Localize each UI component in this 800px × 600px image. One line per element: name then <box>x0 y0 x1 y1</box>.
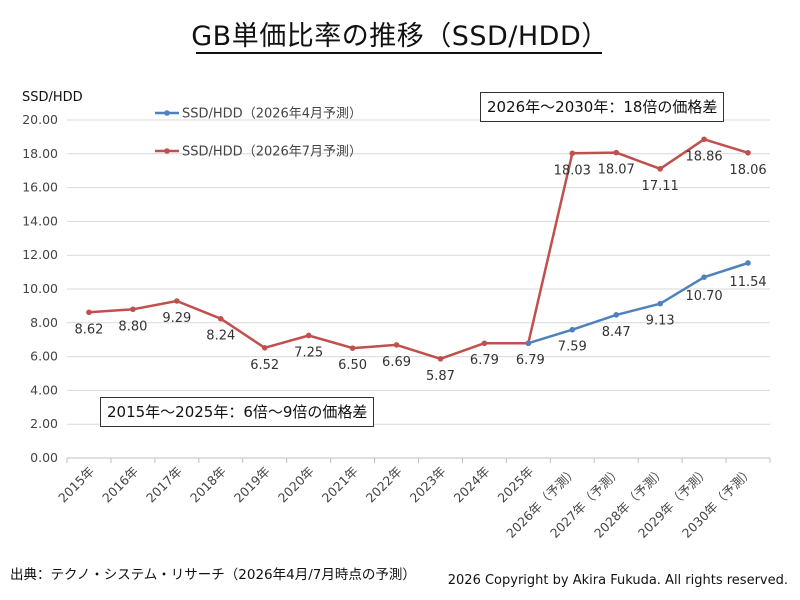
data-point <box>657 300 663 307</box>
data-point <box>437 355 444 362</box>
annotation-2015-2025: 2015年～2025年：6倍～9倍の価格差 <box>100 397 375 427</box>
data-label: 18.86 <box>685 149 722 164</box>
x-tick-label: 2025年 <box>495 464 537 506</box>
data-point <box>701 274 707 280</box>
legend-label: SSD/HDD（2026年4月予測） <box>182 107 362 122</box>
data-label: 18.03 <box>554 163 591 178</box>
annotation-2026-2030: 2026年～2030年：18倍の価格差 <box>480 92 725 122</box>
x-tick-label: 2023年 <box>407 464 449 506</box>
y-tick-label: 12.00 <box>22 247 58 262</box>
data-point <box>745 260 751 266</box>
data-point <box>261 345 268 351</box>
data-label: 9.29 <box>162 311 191 326</box>
data-point <box>393 342 400 348</box>
source-note: 出典：テクノ・システム・リサーチ（2026年4月/7月時点の予測） <box>10 567 416 583</box>
y-axis-label: SSD/HDD <box>22 90 83 105</box>
y-tick-label: 4.00 <box>30 382 58 397</box>
data-label: 10.70 <box>685 289 722 304</box>
data-label: 6.50 <box>338 358 367 373</box>
x-tick-label: 2015年 <box>55 464 97 506</box>
y-tick-label: 2.00 <box>30 416 58 431</box>
y-tick-label: 8.00 <box>30 315 58 330</box>
data-label: 6.52 <box>250 358 279 373</box>
data-label: 18.06 <box>729 163 766 178</box>
data-label: 18.07 <box>598 163 635 178</box>
data-point <box>174 298 180 304</box>
data-label: 9.13 <box>646 314 675 329</box>
legend-swatch-marker <box>164 148 170 154</box>
data-point <box>481 340 488 347</box>
y-tick-label: 14.00 <box>22 213 58 228</box>
y-tick-label: 18.00 <box>22 146 58 161</box>
y-tick-label: 0.00 <box>30 450 58 465</box>
data-point <box>525 340 532 347</box>
data-point <box>130 306 136 313</box>
y-tick-label: 10.00 <box>22 281 58 296</box>
data-point <box>745 149 751 156</box>
x-tick-label: 2020年 <box>275 464 317 506</box>
data-point <box>613 149 620 156</box>
data-point <box>701 136 707 143</box>
y-tick-label: 6.00 <box>30 349 58 364</box>
data-label: 8.62 <box>74 322 103 337</box>
data-label: 6.79 <box>470 353 499 368</box>
x-tick-label: 2017年 <box>143 464 185 506</box>
data-point <box>569 150 576 157</box>
y-tick-label: 20.00 <box>22 112 58 127</box>
data-point <box>613 312 620 318</box>
x-tick-label: 2019年 <box>231 464 273 506</box>
title-underline <box>196 52 602 54</box>
data-point <box>217 315 224 322</box>
data-label: 5.87 <box>426 369 455 384</box>
series-line-july-forecast <box>88 138 749 361</box>
data-label: 7.59 <box>558 340 587 355</box>
chart-title: GB単価比率の推移（SSD/HDD） <box>191 21 609 52</box>
x-tick-label: 2016年 <box>99 464 141 506</box>
x-tick-label: 2022年 <box>363 464 405 506</box>
x-tick-label: 2024年 <box>451 464 493 506</box>
legend-label: SSD/HDD（2026年7月予測） <box>182 145 362 160</box>
data-label: 8.24 <box>206 329 235 344</box>
data-label: 7.25 <box>294 345 323 360</box>
y-tick-label: 16.00 <box>22 180 58 195</box>
data-point <box>86 309 92 316</box>
x-tick-label: 2018年 <box>187 464 229 506</box>
data-point <box>305 332 312 339</box>
data-label: 6.69 <box>382 355 411 370</box>
copyright-note: 2026 Copyright by Akira Fukuda. All righ… <box>447 573 788 588</box>
data-point <box>657 166 663 172</box>
x-tick-label: 2021年 <box>319 464 361 506</box>
legend-swatch-marker <box>164 110 170 116</box>
data-point <box>569 326 576 333</box>
data-label: 8.47 <box>602 325 631 340</box>
data-label: 6.79 <box>516 353 545 368</box>
series-line-april-forecast <box>527 261 749 345</box>
data-label: 8.80 <box>118 319 147 334</box>
data-label: 11.54 <box>729 275 766 290</box>
data-point <box>349 345 356 351</box>
data-label: 17.11 <box>642 179 679 194</box>
